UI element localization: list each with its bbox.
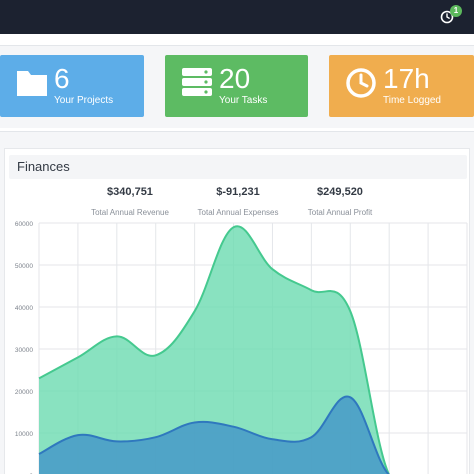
expenses-summary: $-91,231 Total Annual Expenses	[183, 185, 293, 218]
profit-label: Total Annual Profit	[307, 208, 373, 217]
time-tracker-button[interactable]: 1	[438, 5, 462, 28]
folder-icon	[17, 71, 47, 96]
y-tick-label: 40000	[15, 305, 33, 312]
time-logged-value: 17h	[383, 63, 430, 94]
tasks-count: 20	[219, 63, 251, 94]
y-tick-label: 30000	[15, 347, 33, 354]
revenue-label: Total Annual Revenue	[91, 208, 169, 217]
revenue-value: $340,751	[107, 186, 153, 198]
server-stack-icon	[182, 68, 212, 96]
expenses-label: Total Annual Expenses	[197, 208, 279, 217]
profit-summary: $249,520 Total Annual Profit	[285, 185, 395, 218]
time-logged-label: Time Logged	[383, 95, 441, 106]
y-tick-label: 20000	[15, 389, 33, 396]
time-stat-card[interactable]: 17h Time Logged	[329, 55, 474, 117]
expenses-value: $-91,231	[216, 186, 260, 198]
projects-count: 6	[54, 63, 70, 94]
tasks-stat-card[interactable]: 20 Your Tasks	[165, 55, 308, 117]
y-tick-label: 50000	[15, 263, 33, 270]
tasks-label: Your Tasks	[219, 95, 268, 106]
series-1-line	[38, 225, 467, 474]
section-divider	[0, 128, 474, 132]
finances-header: Finances	[9, 155, 467, 179]
revenue-summary: $340,751 Total Annual Revenue	[75, 185, 185, 218]
finances-panel: Finances $340,751 Total Annual Revenue $…	[4, 148, 470, 474]
profit-value: $249,520	[317, 186, 363, 198]
y-tick-label: 10000	[15, 431, 33, 438]
clock-icon	[346, 68, 376, 98]
projects-label: Your Projects	[54, 95, 114, 106]
top-navbar: 1	[0, 0, 474, 34]
series-2-line	[38, 395, 467, 474]
header-divider	[0, 34, 474, 46]
clock-icon	[440, 10, 454, 24]
finances-area-chart: 0100002000030000400005000060000	[15, 221, 468, 474]
finances-title: Finances	[17, 159, 70, 174]
series-1-area	[39, 226, 389, 474]
series-2-area	[39, 396, 389, 474]
stats-row: 6 Your Projects 20 Your Tasks 17h Time L…	[0, 47, 474, 129]
y-tick-label: 60000	[15, 221, 33, 228]
projects-stat-card[interactable]: 6 Your Projects	[0, 55, 144, 117]
notification-badge: 1	[450, 5, 462, 17]
